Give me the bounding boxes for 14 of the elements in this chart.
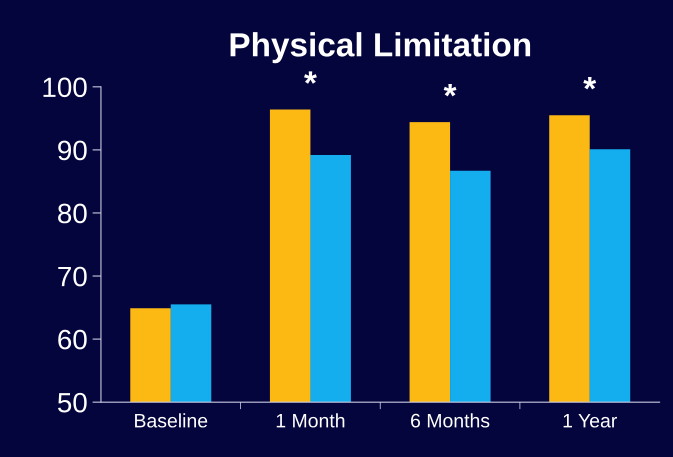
y-tick-label: 70 [58, 266, 87, 286]
y-tick-label: 60 [58, 330, 87, 350]
text: * [304, 71, 317, 84]
annotation: * [444, 84, 457, 96]
x-tick-label: 1 Month [276, 413, 344, 428]
y-tick-label: 90 [58, 140, 87, 160]
x-tick-label: 6 Months [411, 413, 490, 428]
x-tick-label: 1 Year [564, 414, 617, 428]
chart-title: Physical Limitation [230, 32, 530, 64]
y-tick-label: 100 [44, 78, 87, 98]
y-tick-label: 80 [58, 204, 87, 224]
x-tick-label: Baseline [135, 413, 208, 428]
y-tick-label: 50 [58, 392, 87, 412]
annotation: * [583, 77, 596, 90]
